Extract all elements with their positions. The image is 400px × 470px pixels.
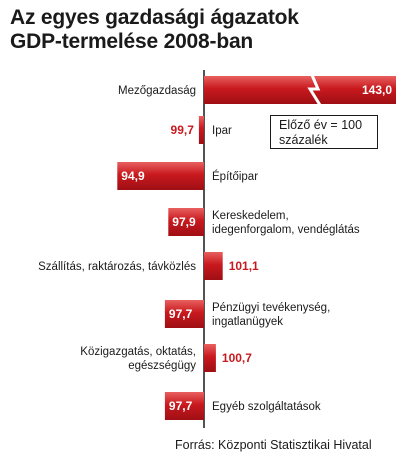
category-label-4: Szállítás, raktározás, távközlés xyxy=(38,261,196,273)
value-label-1: 99,7 xyxy=(171,123,195,137)
value-label-4: 101,1 xyxy=(229,259,259,273)
bar-6 xyxy=(204,344,216,372)
category-label-0: Mezőgazdaság xyxy=(118,85,196,97)
bar-4 xyxy=(204,252,223,280)
title-line-1: Az egyes gazdasági ágazatok xyxy=(10,6,299,29)
bar-1 xyxy=(198,116,204,144)
bar-3 xyxy=(168,208,204,236)
category-label-7: Egyéb szolgáltatások xyxy=(212,401,321,413)
value-label-0: 143,0 xyxy=(362,83,392,97)
value-label-5: 97,7 xyxy=(169,307,193,321)
bar-0 xyxy=(204,76,396,104)
value-label-2: 94,9 xyxy=(121,169,145,183)
bar-2 xyxy=(117,162,204,190)
category-label-3: Kereskedelem, idegenforgalom, vendéglátás xyxy=(212,210,360,236)
title-line-2: GDP-termelése 2008-ban xyxy=(10,30,254,53)
bar-5 xyxy=(164,300,204,328)
category-label-6: Közigazgatás, oktatás, egészségügy xyxy=(80,346,196,372)
category-label-2: Építőipar xyxy=(212,170,258,183)
value-label-3: 97,9 xyxy=(172,215,196,229)
legend-line-1: Előző év = 100 xyxy=(279,118,363,132)
chart-title: Az egyes gazdasági ágazatok GDP-termelés… xyxy=(10,6,390,54)
category-label-1: Ipar xyxy=(212,125,232,137)
legend-note: Előző év = 100 százalék xyxy=(270,115,378,149)
value-label-7: 97,7 xyxy=(169,399,193,413)
source-note: Forrás: Központi Statisztikai Hivatal xyxy=(175,438,372,452)
legend-line-2: százalék xyxy=(279,133,328,147)
axis-break-mark xyxy=(307,74,322,106)
category-label-5: Pénzügyi tevékenység, ingatlanügyek xyxy=(212,302,330,328)
value-label-6: 100,7 xyxy=(222,351,252,365)
bar-7 xyxy=(164,392,204,420)
